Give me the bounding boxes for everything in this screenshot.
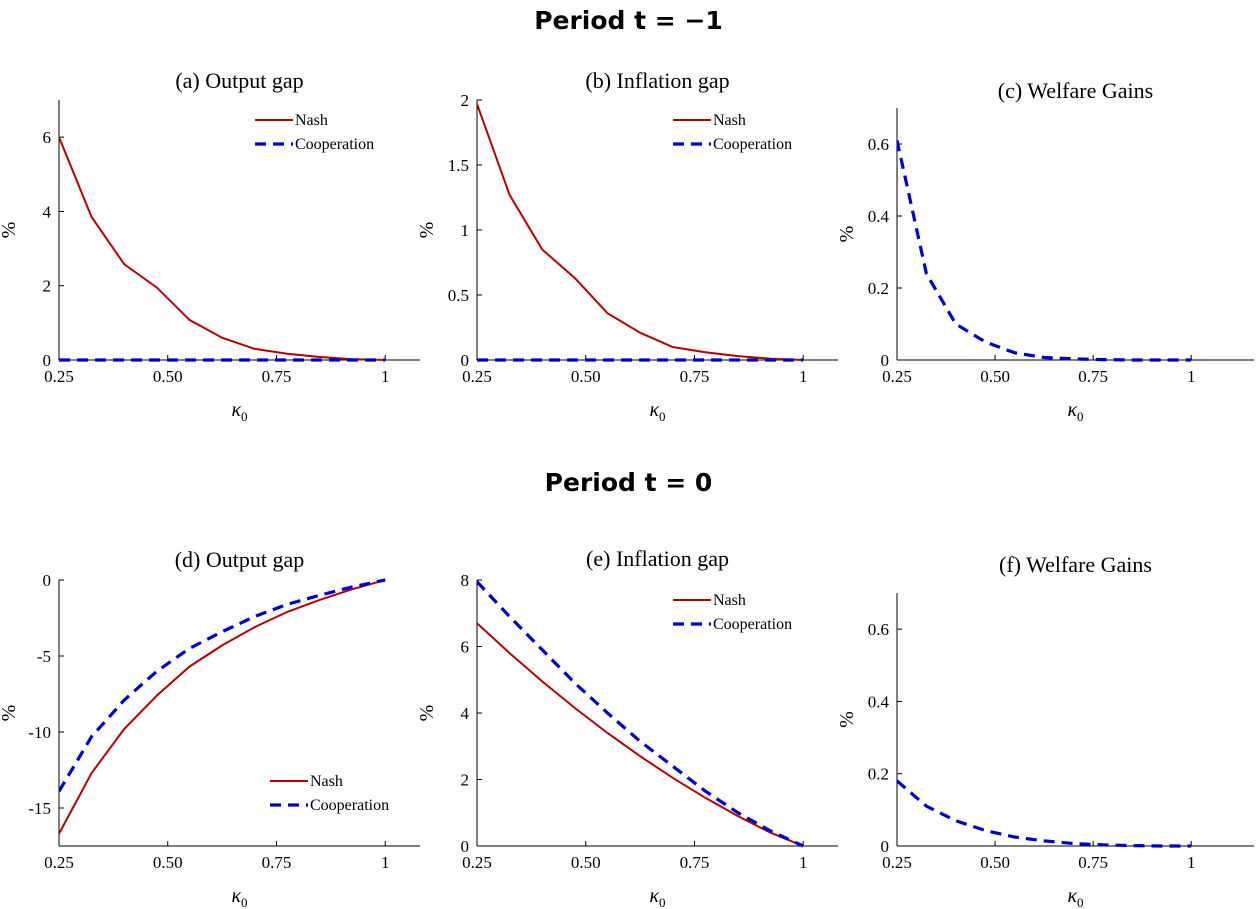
panel-e: (e) Inflation gap 0.25 0.50 0.75 1 0 2 4 6 8 κ0% Na… [416, 546, 838, 909]
x-tick-label: 0.50 [980, 853, 1010, 872]
y-tick-label: 4 [461, 704, 470, 723]
x-axis-label: κ0 [1067, 885, 1083, 909]
panel-title: (b) Inflation gap [585, 68, 729, 93]
y-tick-label: 4 [43, 202, 52, 221]
y-tick-label: 1.5 [448, 156, 469, 175]
y-tick-label: 0 [43, 571, 52, 590]
y-tick-label: 0.6 [868, 620, 889, 639]
y-axis-label: % [416, 705, 438, 722]
y-tick-label: 0.2 [868, 279, 889, 298]
y-tick-label: 0 [461, 351, 470, 370]
x-tick-label: 0.75 [1078, 367, 1108, 386]
y-tick-label: 0.5 [448, 286, 469, 305]
y-axis-label: % [416, 222, 438, 239]
legend-label-cooperation: Cooperation [295, 136, 374, 153]
x-tick-label: 1 [381, 853, 390, 872]
x-tick-label: 1 [799, 853, 808, 872]
y-tick-label: -15 [28, 799, 51, 818]
legend-label-nash: Nash [713, 112, 746, 129]
x-tick-label: 0.25 [462, 853, 492, 872]
x-tick-label: 1 [1187, 853, 1196, 872]
panel-d: (d) Output gap 0.25 0.50 0.75 1 -15 -10 -5 0 κ0% N… [0, 547, 420, 909]
legend-label-nash: Nash [295, 112, 328, 129]
x-axis-label: κ0 [1067, 399, 1083, 424]
y-tick-label: 0.4 [868, 692, 890, 711]
period-title-top: Period t = −1 [534, 6, 723, 35]
x-tick-label: 1 [381, 367, 390, 386]
y-tick-label: 0.2 [868, 765, 889, 784]
panel-f: (f) Welfare Gains 0.25 0.50 0.75 1 0 0.2 0.4 0.6… [836, 552, 1254, 909]
x-axis-label: κ0 [649, 885, 665, 909]
panel-title: (d) Output gap [175, 547, 305, 572]
x-axis-label: κ0 [231, 885, 247, 909]
y-tick-label: 2 [43, 277, 52, 296]
x-tick-label: 0.50 [571, 367, 601, 386]
series-line-cooperation [897, 140, 1192, 362]
x-tick-label: 0.25 [882, 367, 912, 386]
x-tick-label: 0.75 [1078, 853, 1108, 872]
x-tick-label: 0.50 [153, 367, 183, 386]
y-axis-label: % [836, 711, 858, 728]
series-line-cooperation [897, 779, 1192, 848]
y-tick-label: 2 [461, 771, 470, 790]
legend-label-cooperation: Cooperation [310, 797, 389, 814]
series-line-nash [477, 103, 804, 361]
panel-title: (e) Inflation gap [586, 546, 729, 571]
x-tick-label: 0.25 [44, 853, 74, 872]
panel-b: (b) Inflation gap 0.25 0.50 0.75 1 0 0.5 1 1.5 2 κ… [416, 68, 838, 424]
x-axis-label: κ0 [649, 399, 665, 424]
series-line-nash [59, 136, 386, 361]
y-tick-label: 0 [43, 351, 52, 370]
x-tick-label: 1 [1187, 367, 1196, 386]
y-tick-label: 0.6 [868, 135, 889, 154]
legend-label-cooperation: Cooperation [713, 616, 792, 633]
panel-title: (c) Welfare Gains [998, 78, 1153, 103]
y-axis-label: % [836, 226, 858, 243]
y-tick-label: 8 [461, 571, 470, 590]
y-tick-label: 6 [461, 638, 470, 657]
y-axis-label: % [0, 222, 20, 239]
panel-a: (a) Output gap 0.25 0.50 0.75 1 0 2 4 6 κ0% Nash Co… [0, 68, 420, 424]
y-tick-label: 1 [461, 221, 470, 240]
x-tick-label: 0.50 [980, 367, 1010, 386]
series-line-cooperation [477, 580, 804, 848]
panel-c: (c) Welfare Gains 0.25 0.50 0.75 1 0 0.2 0.4 0.6… [836, 78, 1254, 424]
legend-label-nash: Nash [713, 592, 746, 609]
x-axis-label: κ0 [231, 399, 247, 424]
y-tick-label: 0 [461, 837, 470, 856]
y-axis-label: % [0, 705, 20, 722]
x-tick-label: 1 [799, 367, 808, 386]
legend-label-nash: Nash [310, 773, 343, 790]
y-tick-label: 0 [881, 351, 890, 370]
series-line-nash [59, 579, 386, 835]
x-tick-label: 0.50 [571, 853, 601, 872]
panel-title: (a) Output gap [175, 68, 303, 93]
legend-label-cooperation: Cooperation [713, 136, 792, 153]
y-tick-label: 0 [881, 837, 890, 856]
x-tick-label: 0.75 [680, 367, 710, 386]
x-tick-label: 0.75 [680, 853, 710, 872]
series-line-cooperation [59, 578, 386, 793]
y-tick-label: -5 [37, 647, 51, 666]
period-title-bottom: Period t = 0 [544, 468, 713, 497]
y-tick-label: 6 [43, 128, 52, 147]
x-tick-label: 0.25 [882, 853, 912, 872]
y-tick-label: -10 [28, 723, 51, 742]
y-tick-label: 2 [461, 91, 470, 110]
series-line-nash [477, 622, 804, 847]
x-tick-label: 0.25 [462, 367, 492, 386]
x-tick-label: 0.25 [44, 367, 74, 386]
x-tick-label: 0.75 [262, 853, 292, 872]
x-tick-label: 0.50 [153, 853, 183, 872]
x-tick-label: 0.75 [262, 367, 292, 386]
y-tick-label: 0.4 [868, 207, 890, 226]
panel-title: (f) Welfare Gains [999, 552, 1152, 577]
